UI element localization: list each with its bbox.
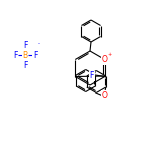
Text: -: - [38, 41, 40, 47]
Text: +: + [108, 52, 112, 57]
Text: O: O [102, 55, 108, 64]
Text: F: F [23, 60, 27, 69]
Text: F: F [23, 40, 27, 50]
Text: O: O [102, 90, 108, 100]
Text: B: B [22, 50, 28, 59]
Text: F: F [90, 71, 94, 81]
Text: F: F [13, 50, 17, 59]
Text: F: F [33, 50, 37, 59]
